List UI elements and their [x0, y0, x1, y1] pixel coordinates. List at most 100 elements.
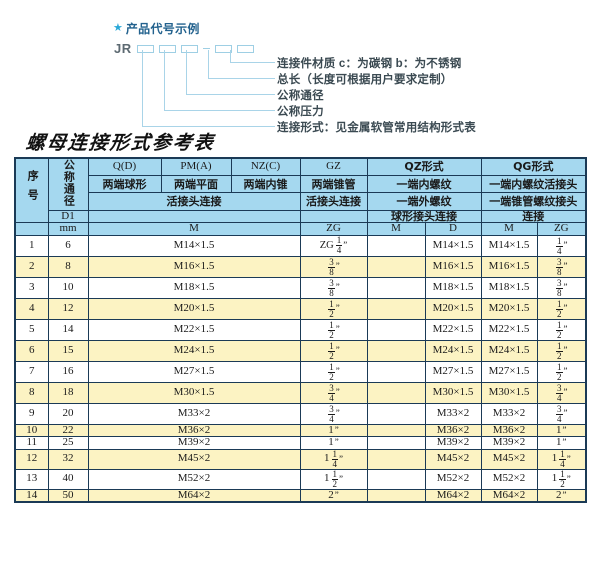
cell-qg-zg: 1 1 4”	[536, 448, 587, 470]
cell-seq: 12	[14, 448, 49, 470]
table-row: 10 22 M36×2 1” M36×2 M36×2 1”	[14, 423, 587, 438]
cell-thread-m: M30×1.5	[87, 381, 301, 404]
cell-qz-d: M36×2	[424, 423, 482, 438]
header-code-gz: GZ	[299, 157, 368, 177]
header-row-codes: 序号 公称通径 Q(D) PM(A) NZ(C) GZ QZ形式 QG形式	[14, 157, 587, 224]
cell-qg-zg: 1 2”	[536, 318, 587, 341]
header-nominal-bore: 公称通径	[47, 157, 89, 211]
cell-seq: 9	[14, 402, 49, 425]
cell-nominal-bore: 50	[47, 488, 89, 503]
cell-seq: 13	[14, 468, 49, 490]
leader-line-conn-type-h	[142, 126, 275, 127]
table-row: 12 32 M45×2 1 1 4” M45×2 M45×2 1 1 4”	[14, 448, 587, 470]
table-row: 8 18 M30×1.5 3 4” M30×1.5 M30×1.5 3 4”	[14, 381, 587, 404]
header-unit-zg-gz: ZG	[299, 222, 368, 236]
cell-gz-zg: 3 4”	[299, 402, 368, 425]
header-end-qz: 一端内螺纹	[366, 175, 482, 194]
cell-qg-zg: 1 2”	[536, 339, 587, 362]
spec-table-container: 序号 公称通径 Q(D) PM(A) NZ(C) GZ QZ形式 QG形式 两端…	[14, 157, 588, 504]
cell-seq: 5	[14, 318, 49, 341]
cell-nominal-bore: 25	[47, 436, 89, 450]
cell-qz-d: M18×1.5	[424, 276, 482, 299]
cell-qz-d: M39×2	[424, 436, 482, 450]
cell-qz-d: M52×2	[424, 468, 482, 490]
cell-qg-m: M39×2	[480, 436, 538, 450]
cell-qg-m: M22×1.5	[480, 318, 538, 341]
cell-thread-m: M14×1.5	[87, 234, 301, 257]
table-row: 7 16 M27×1.5 1 2” M27×1.5 M27×1.5 1 2”	[14, 360, 587, 383]
cell-thread-m: M64×2	[87, 488, 301, 503]
table-row: 13 40 M52×2 1 1 2” M52×2 M52×2 1 1 2”	[14, 468, 587, 490]
cell-nominal-bore: 15	[47, 339, 89, 362]
code-label-nominal-pressure: 公称压力	[277, 106, 324, 118]
cell-seq: 4	[14, 297, 49, 320]
cell-qg-zg: 2”	[536, 488, 587, 503]
cell-nominal-bore: 10	[47, 276, 89, 299]
table-row: 2 8 M16×1.5 3 8” M16×1.5 M16×1.5 3 8”	[14, 255, 587, 278]
cell-qz-m	[366, 436, 426, 450]
cell-gz-zg: ZG 1 4”	[299, 234, 368, 257]
nut-connection-spec-table: 序号 公称通径 Q(D) PM(A) NZ(C) GZ QZ形式 QG形式 两端…	[14, 157, 588, 504]
cell-seq: 6	[14, 339, 49, 362]
cell-qz-d: M16×1.5	[424, 255, 482, 278]
cell-thread-m: M20×1.5	[87, 297, 301, 320]
cell-nominal-bore: 12	[47, 297, 89, 320]
header-code-pma: PM(A)	[160, 157, 232, 177]
cell-nominal-bore: 16	[47, 360, 89, 383]
cell-gz-zg: 1 2”	[299, 360, 368, 383]
table-row: 5 14 M22×1.5 1 2” M22×1.5 M22×1.5 1 2”	[14, 318, 587, 341]
code-box-4	[214, 44, 232, 53]
header-end-nzc: 两端内锥	[230, 175, 301, 194]
code-prefix: JR	[114, 41, 132, 56]
header-row-d1: D1 球形接头连接 连接	[15, 209, 587, 224]
cell-qg-zg: 1”	[536, 423, 587, 438]
cell-qg-zg: 3 4”	[536, 381, 587, 404]
table-row: 11 25 M39×2 1” M39×2 M39×2 1”	[14, 436, 587, 450]
cell-qz-m	[366, 488, 426, 503]
header-end-qg: 一端内螺纹活接头	[480, 175, 587, 194]
cell-gz-zg: 1 2”	[299, 297, 368, 320]
header-row-ends: 两端球形 两端平面 两端内锥 两端锥管 一端内螺纹 一端内螺纹活接头	[15, 175, 587, 194]
code-example-heading-row: ★ 产品代号示例	[113, 20, 200, 37]
code-box-1	[136, 44, 154, 53]
cell-qz-m	[366, 297, 426, 320]
cell-nominal-bore: 14	[47, 318, 89, 341]
leader-line-material-h	[230, 62, 275, 63]
cell-qg-zg: 3 4”	[536, 402, 587, 425]
cell-thread-m: M33×2	[87, 402, 301, 425]
cell-thread-m: M16×1.5	[87, 255, 301, 278]
header-unit-zg-qg: ZG	[536, 222, 587, 236]
cell-qg-m: M24×1.5	[480, 339, 538, 362]
leader-line-length	[208, 50, 209, 79]
cell-thread-m: M22×1.5	[87, 318, 301, 341]
leader-line-bore-h	[186, 94, 275, 95]
header-unit-m-qz: M	[366, 222, 426, 236]
cell-qz-m	[366, 381, 426, 404]
cell-thread-m: M52×2	[87, 468, 301, 490]
cell-seq: 7	[14, 360, 49, 383]
cell-qg-zg: 1 2”	[536, 360, 587, 383]
header-balljoint-qz: 球形接头连接	[366, 209, 482, 224]
header-joint-gz: 活接头连接	[299, 192, 368, 211]
header-code-qg: QG形式	[480, 157, 587, 177]
leader-line-length-h	[208, 78, 275, 79]
code-example-heading: 产品代号示例	[125, 22, 200, 36]
cell-qg-zg: 1 1 2”	[536, 468, 587, 490]
cell-nominal-bore: 18	[47, 381, 89, 404]
cell-qg-m: M30×1.5	[480, 381, 538, 404]
cell-gz-zg: 1”	[299, 436, 368, 450]
header-bore-sub: D1	[47, 209, 89, 224]
cell-qg-m: M14×1.5	[480, 234, 538, 257]
table-row: 6 15 M24×1.5 1 2” M24×1.5 M24×1.5 1 2”	[14, 339, 587, 362]
code-label-connection-type: 连接形式：见金属软管常用结构形式表	[277, 122, 476, 134]
cell-thread-m: M36×2	[87, 423, 301, 438]
code-label-nominal-bore: 公称通径	[277, 90, 324, 102]
cell-gz-zg: 2”	[299, 488, 368, 503]
cell-qg-m: M20×1.5	[480, 297, 538, 320]
cell-qg-m: M16×1.5	[480, 255, 538, 278]
cell-seq: 11	[14, 436, 49, 450]
header-unit-seq	[14, 222, 49, 236]
cell-qz-m	[366, 360, 426, 383]
cell-qz-d: M33×2	[424, 402, 482, 425]
header-code-nzc: NZ(C)	[230, 157, 301, 177]
